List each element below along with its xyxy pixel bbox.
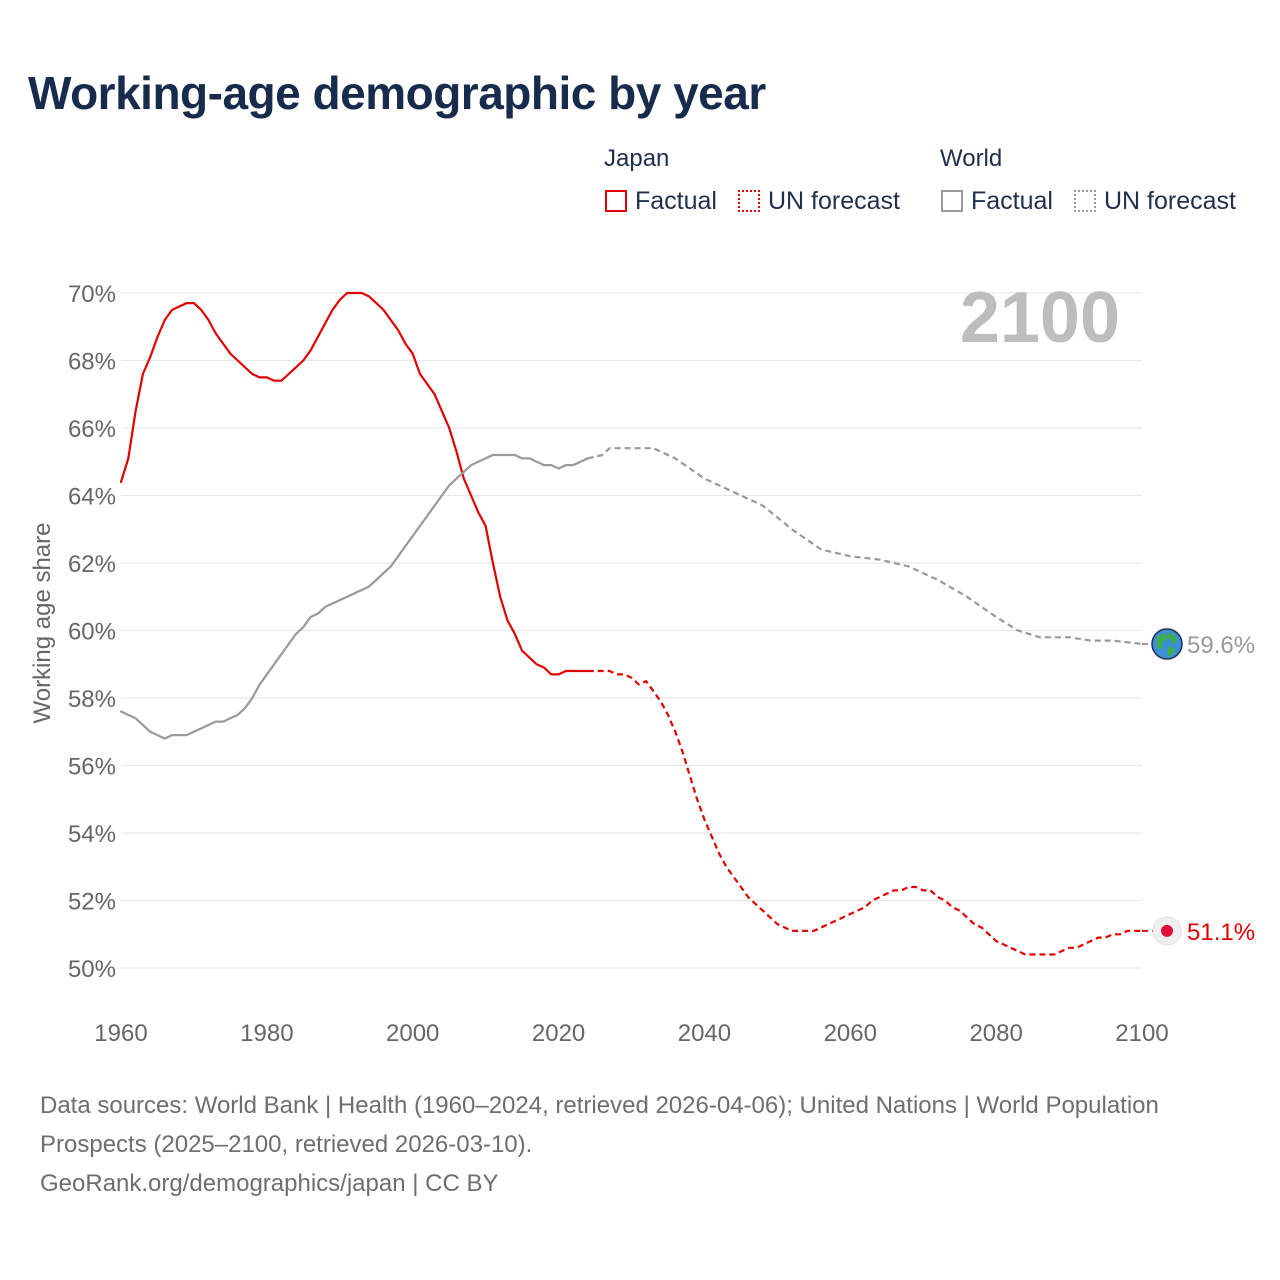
y-tick-label-70: 70%: [68, 281, 116, 308]
world-globe-land-2: [1168, 632, 1177, 644]
credit-link[interactable]: GeoRank.org/demographics/japan | CC BY: [40, 1170, 499, 1197]
x-tick-label-2100: 2100: [1115, 1020, 1168, 1047]
legend-world-forecast-swatch: [1074, 190, 1096, 212]
current-year-watermark: 2100: [960, 278, 1120, 358]
line-chart: 2100 Working age share 50% 52% 54% 56% 58% 60…: [29, 278, 1255, 1047]
y-tick-label-64: 64%: [68, 484, 116, 511]
y-tick-label-54: 54%: [68, 821, 116, 848]
series-line-japan-factual: [119, 291, 589, 676]
y-tick-label-50: 50%: [68, 956, 116, 983]
legend-world-heading: World: [940, 145, 1003, 172]
legend-world-forecast[interactable]: UN forecast: [1074, 186, 1236, 216]
y-tick-label-52: 52%: [68, 889, 116, 916]
legend-japan-factual-swatch: [605, 190, 627, 212]
world-globe-icon: [1151, 628, 1183, 660]
x-tick-label-2060: 2060: [824, 1020, 877, 1047]
series-line-world-factual: [119, 453, 589, 740]
world-globe-land-3: [1167, 646, 1175, 657]
legend-japan-heading: Japan: [604, 145, 670, 172]
japan-flag-sun: [1161, 924, 1173, 937]
legend-japan-factual-label: Factual: [635, 186, 717, 215]
legend-world-factual-label: Factual: [971, 186, 1053, 215]
legend-japan-forecast[interactable]: UN forecast: [738, 186, 900, 216]
legend-japan-forecast-swatch: [738, 190, 760, 212]
footer: Data sources: World Bank | Health (1960–…: [40, 1086, 1220, 1203]
x-tick-label-2080: 2080: [969, 1020, 1022, 1047]
chart-title: Working-age demographic by year: [28, 67, 766, 119]
legend-japan-forecast-label: UN forecast: [768, 186, 900, 215]
world-end-value-label: 59.6%: [1187, 632, 1255, 659]
series-line-japan-un-forecast: [587, 669, 1142, 956]
y-tick-label-66: 66%: [68, 416, 116, 443]
x-tick-label-2020: 2020: [532, 1020, 585, 1047]
x-tick-label-2040: 2040: [678, 1020, 731, 1047]
x-tick-label-2000: 2000: [386, 1020, 439, 1047]
legend-world-factual[interactable]: Factual: [941, 186, 1053, 216]
x-tick-label-1960: 1960: [94, 1020, 147, 1047]
y-tick-label-68: 68%: [68, 349, 116, 376]
y-axis-label: Working age share: [29, 523, 56, 724]
y-tick-label-56: 56%: [68, 754, 116, 781]
series-line-world-un-forecast: [587, 447, 1143, 646]
y-tick-label-58: 58%: [68, 686, 116, 713]
y-tick-label-60: 60%: [68, 619, 116, 646]
legend-world-forecast-label: UN forecast: [1104, 186, 1236, 215]
world-globe-land-1: [1157, 633, 1168, 650]
legend-world-factual-swatch: [941, 190, 963, 212]
y-tick-label-62: 62%: [68, 551, 116, 578]
japan-end-value-label: 51.1%: [1187, 919, 1255, 946]
legend-japan-factual[interactable]: Factual: [605, 186, 717, 216]
data-sources-text: Data sources: World Bank | Health (1960–…: [40, 1092, 1159, 1158]
x-tick-label-1980: 1980: [240, 1020, 293, 1047]
